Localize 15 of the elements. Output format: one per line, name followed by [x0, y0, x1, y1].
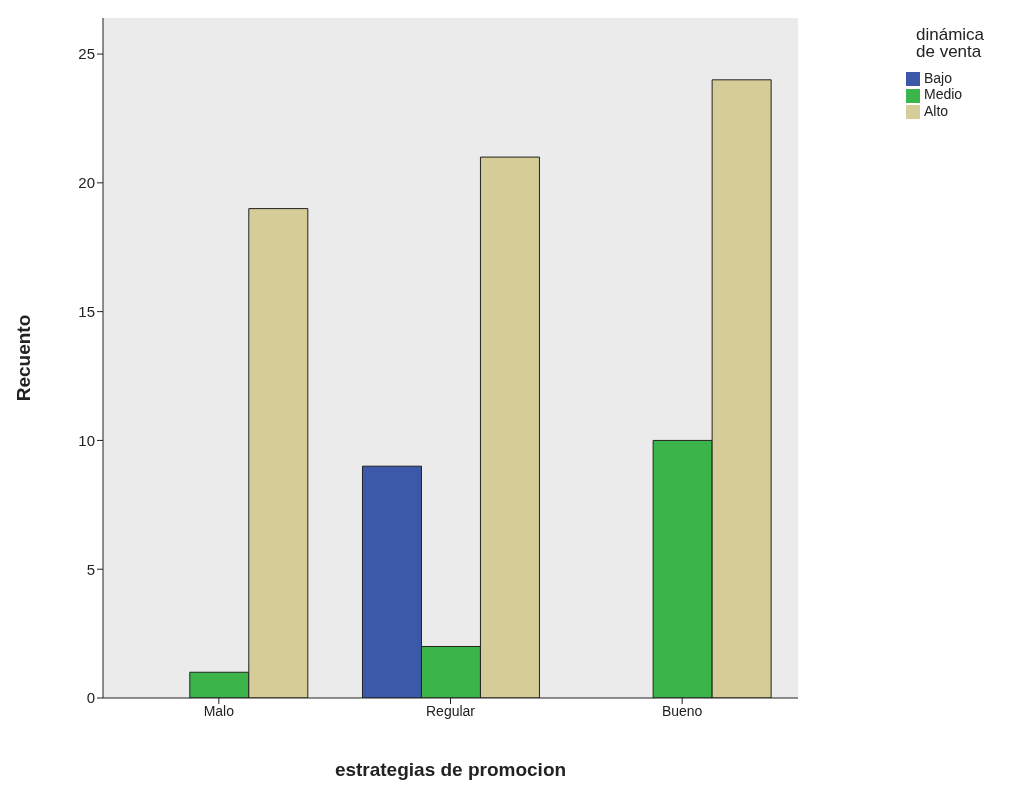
legend-title: dinámica de venta — [916, 25, 986, 61]
x-tick-label: Regular — [425, 702, 476, 719]
legend-label: Medio — [924, 86, 963, 103]
y-tick-label: 5 — [86, 560, 95, 578]
x-tick-label: Malo — [203, 702, 235, 719]
y-axis-title: Recuento — [12, 314, 34, 402]
y-tick-label: 20 — [78, 174, 95, 192]
y-tick-label: 10 — [78, 431, 95, 449]
legend-label: Bajo — [924, 70, 953, 86]
y-tick-label: 25 — [78, 45, 95, 63]
y-tick-label: 0 — [86, 689, 95, 707]
x-axis-title: estrategias de promocion — [334, 759, 567, 780]
legend-label: Alto — [924, 102, 949, 119]
y-tick-label: 15 — [78, 302, 95, 320]
x-tick-label: Bueno — [661, 702, 703, 719]
